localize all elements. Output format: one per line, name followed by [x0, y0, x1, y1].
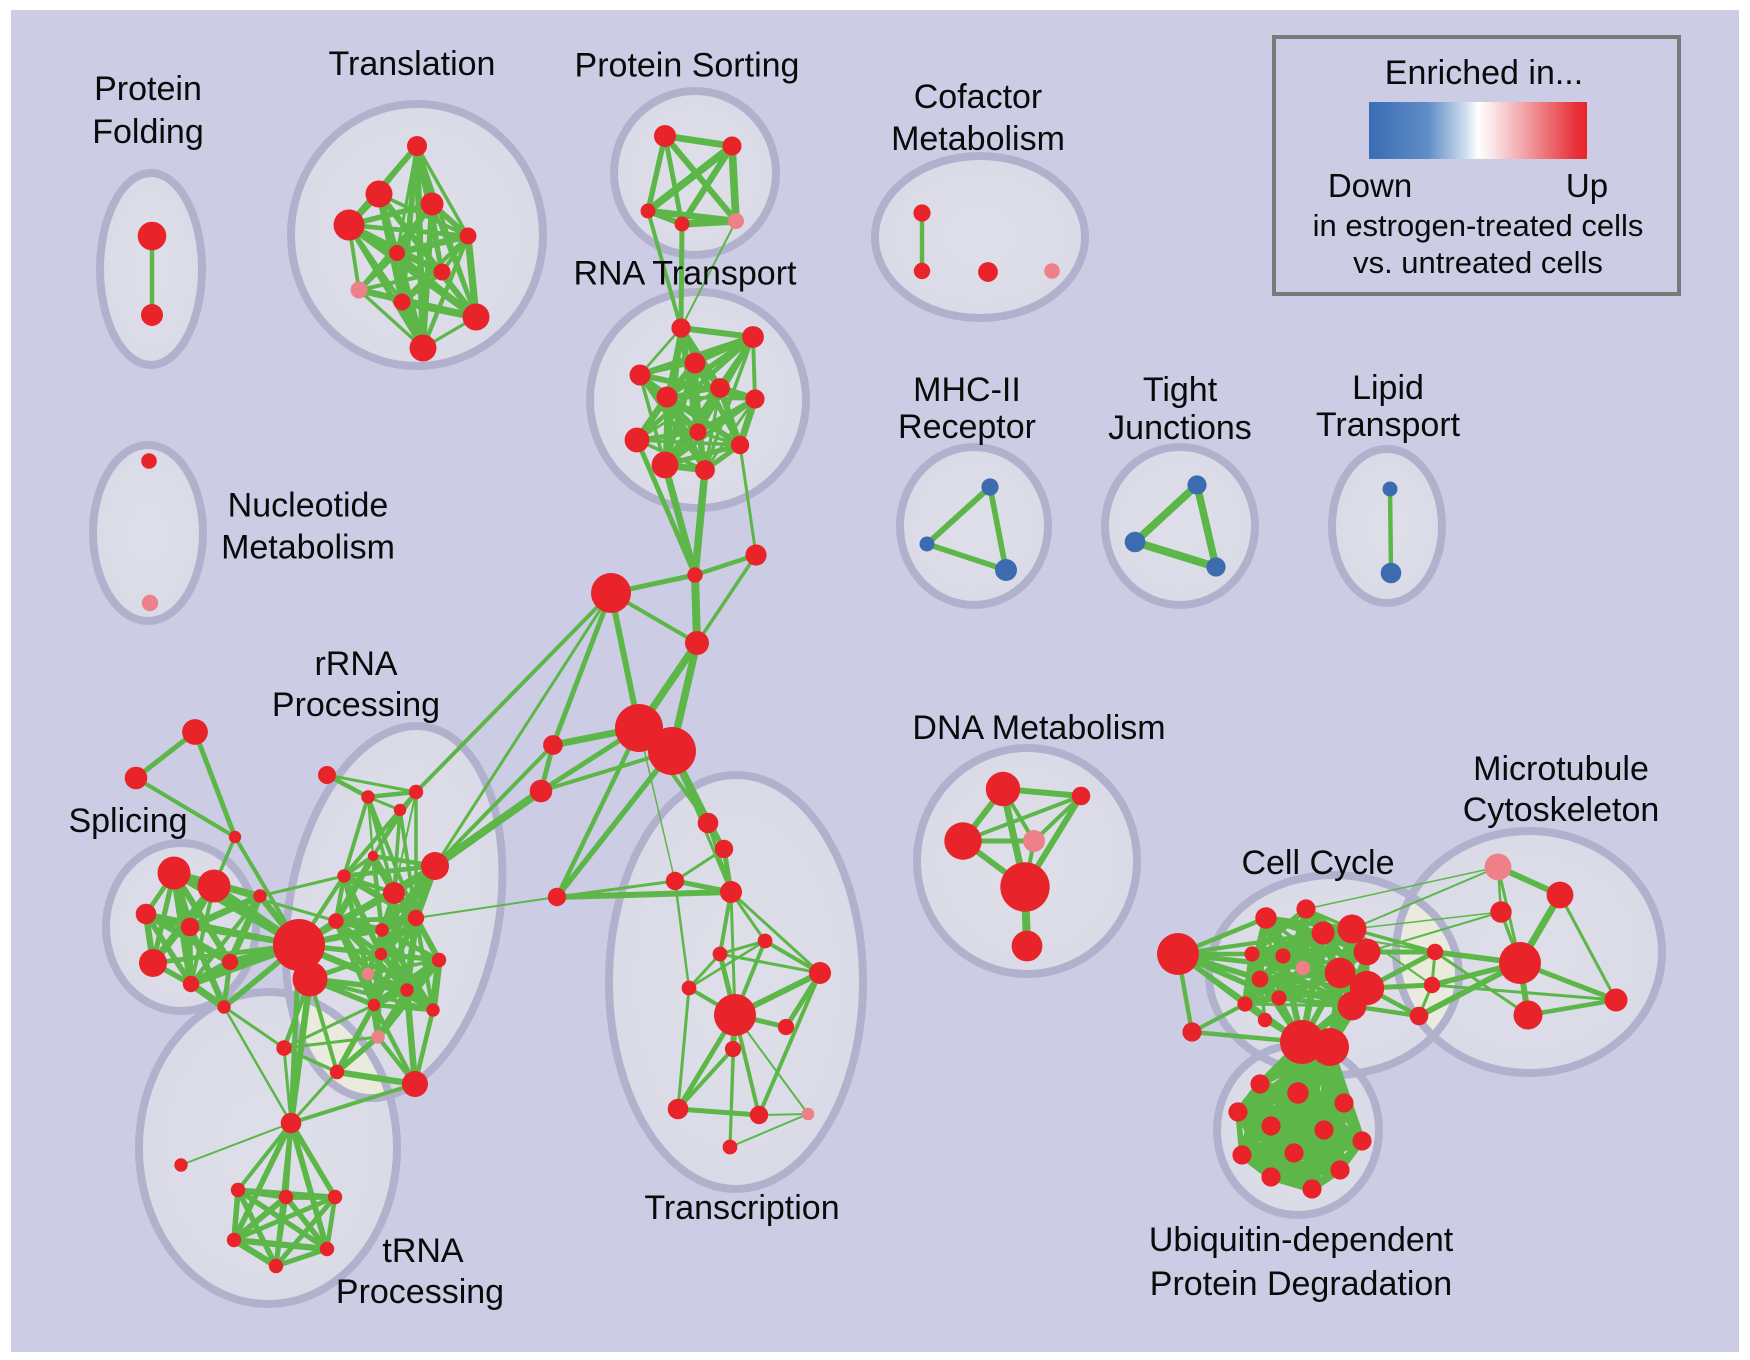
svg-text:Processing: Processing [272, 686, 440, 724]
svg-text:DNA Metabolism: DNA Metabolism [912, 709, 1165, 747]
svg-text:Protein: Protein [94, 70, 202, 108]
svg-text:Transcription: Transcription [644, 1189, 839, 1227]
svg-text:Junctions: Junctions [1108, 409, 1252, 447]
svg-text:RNA Transport: RNA Transport [574, 255, 798, 293]
svg-text:Ubiquitin-dependent: Ubiquitin-dependent [1149, 1221, 1454, 1259]
svg-text:Cell Cycle: Cell Cycle [1241, 844, 1394, 882]
svg-text:Splicing: Splicing [68, 802, 187, 840]
svg-text:Cofactor: Cofactor [914, 78, 1043, 116]
svg-text:Up: Up [1566, 167, 1608, 204]
svg-text:Receptor: Receptor [898, 408, 1036, 446]
svg-text:Protein Sorting: Protein Sorting [575, 47, 800, 85]
svg-text:Protein Degradation: Protein Degradation [1150, 1265, 1452, 1303]
svg-text:Lipid: Lipid [1352, 369, 1424, 407]
svg-text:rRNA: rRNA [314, 645, 397, 683]
svg-text:Translation: Translation [329, 45, 496, 83]
svg-text:vs. untreated cells: vs. untreated cells [1353, 245, 1603, 280]
svg-text:Microtubule: Microtubule [1473, 750, 1649, 788]
svg-text:Processing: Processing [336, 1273, 504, 1311]
svg-text:tRNA: tRNA [382, 1232, 464, 1270]
svg-text:Tight: Tight [1143, 371, 1218, 409]
svg-text:Nucleotide: Nucleotide [228, 487, 389, 525]
svg-text:in estrogen-treated cells: in estrogen-treated cells [1313, 208, 1644, 243]
svg-text:MHC-II: MHC-II [913, 371, 1021, 409]
svg-text:Enriched in...: Enriched in... [1385, 54, 1583, 92]
svg-text:Cytoskeleton: Cytoskeleton [1463, 791, 1660, 829]
svg-text:Metabolism: Metabolism [221, 529, 395, 567]
svg-text:Folding: Folding [92, 113, 204, 151]
svg-text:Metabolism: Metabolism [891, 120, 1065, 158]
svg-text:Down: Down [1328, 167, 1412, 204]
svg-text:Transport: Transport [1316, 406, 1461, 444]
